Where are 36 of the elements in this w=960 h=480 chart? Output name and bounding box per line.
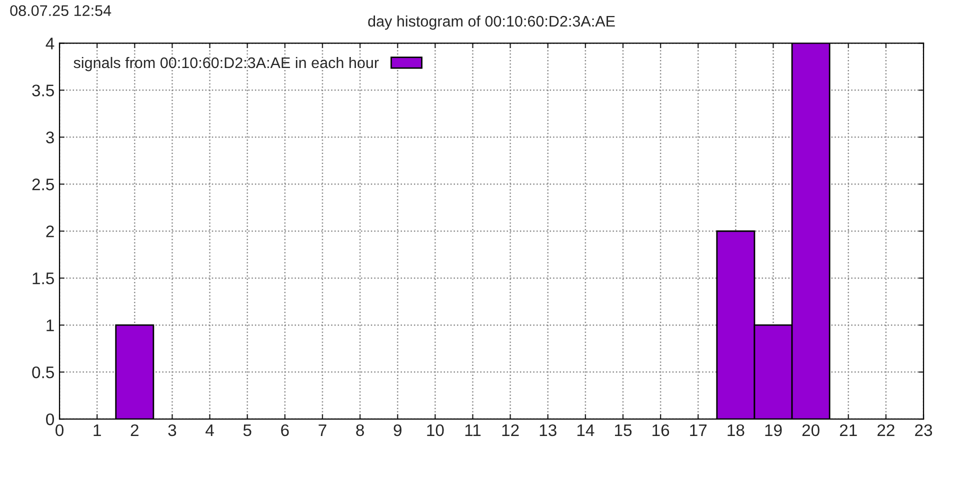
x-tick-label: 18	[728, 424, 744, 436]
x-tick-label: 23	[915, 424, 932, 436]
y-tick-label: 1.5	[32, 272, 54, 284]
y-tick-label: 0	[46, 413, 54, 426]
x-tick-label: 2	[130, 424, 138, 436]
x-tick-label: 0	[56, 424, 64, 436]
y-tick-label: 3	[46, 132, 54, 144]
y-tick-label: 2	[46, 226, 54, 238]
y-tick-label: 2.5	[32, 178, 54, 190]
x-tick-label: 21	[840, 424, 857, 436]
legend-label: signals from 00:10:60:D2:3A:AE in each hour	[74, 56, 379, 72]
x-tick-label: 6	[281, 424, 289, 436]
x-tick-label: 1	[94, 424, 101, 436]
x-tick-label: 5	[243, 424, 252, 436]
y-tick-label: 3.5	[32, 84, 54, 96]
x-tick-label: 11	[465, 424, 481, 436]
x-tick-label: 10	[427, 424, 444, 436]
x-tick-label: 12	[502, 424, 519, 436]
x-tick-label: 9	[394, 424, 402, 436]
x-tick-label: 20	[802, 424, 820, 436]
x-tick-label: 13	[540, 424, 556, 436]
x-tick-label: 7	[318, 424, 326, 436]
x-tick-label: 15	[615, 424, 632, 436]
y-tick-label: 1	[46, 320, 54, 332]
x-tick-label: 19	[765, 424, 782, 436]
x-tick-label: 8	[356, 424, 364, 436]
x-tick-label: 17	[690, 424, 707, 436]
x-tick-label: 3	[168, 424, 176, 436]
chart-title: day histogram of 00:10:60:D2:3A:AE	[368, 15, 615, 30]
x-tick-label: 16	[652, 424, 670, 436]
x-tick-label: 14	[577, 424, 594, 436]
y-tick-label: 0.5	[32, 366, 54, 378]
x-tick-label: 4	[206, 424, 214, 436]
text: 08.07.25 12:54	[10, 5, 112, 16]
y-tick-label: 4	[46, 38, 54, 50]
x-tick-label: 22	[878, 424, 894, 436]
